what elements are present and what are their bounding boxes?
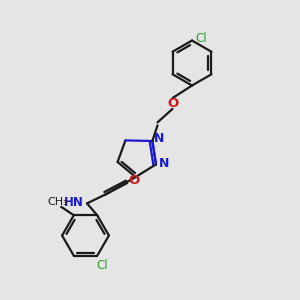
Text: N: N (154, 132, 164, 145)
Text: Cl: Cl (196, 32, 207, 46)
Text: O: O (167, 97, 178, 110)
Text: HN: HN (64, 196, 83, 209)
Text: N: N (159, 157, 170, 170)
Text: CH₃: CH₃ (48, 197, 69, 207)
Text: Cl: Cl (96, 259, 107, 272)
Text: O: O (128, 174, 140, 187)
